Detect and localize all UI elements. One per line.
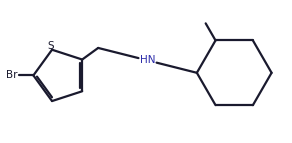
Text: HN: HN xyxy=(140,55,155,65)
Text: S: S xyxy=(47,41,54,51)
Text: Br: Br xyxy=(6,70,18,80)
